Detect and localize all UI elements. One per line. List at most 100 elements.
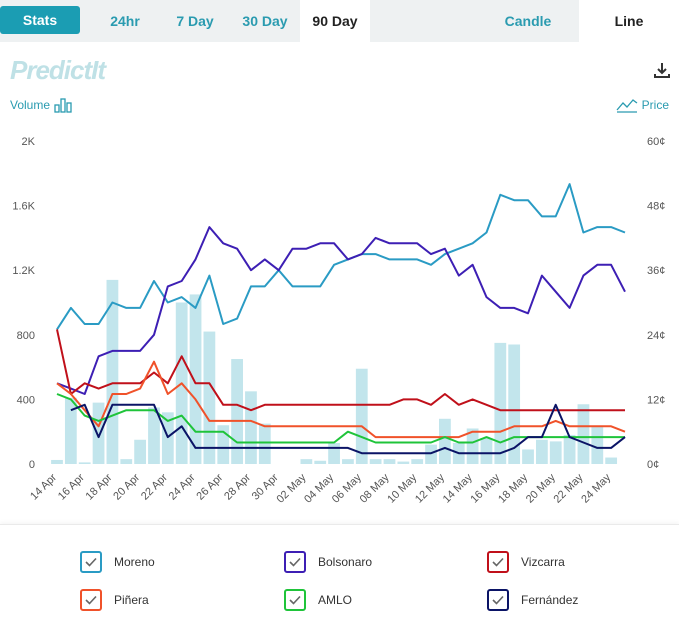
volume-bar — [148, 407, 160, 464]
volume-bar — [563, 434, 576, 464]
series-line-moreno — [56, 183, 626, 330]
volume-bar — [328, 443, 340, 464]
tab-stats[interactable]: Stats — [0, 6, 80, 34]
volume-bar — [369, 459, 382, 464]
volume-bar — [300, 459, 313, 464]
volume-bar — [314, 460, 327, 464]
legend-item[interactable]: AMLO — [284, 589, 352, 611]
volume-bar — [480, 438, 493, 464]
checkbox-check-icon[interactable] — [80, 589, 102, 611]
legend-item[interactable]: Vizcarra — [487, 551, 565, 573]
x-tick-label: 10 May — [385, 471, 419, 505]
x-tick-label: 16 May — [468, 471, 502, 505]
y-right-tick-label: 60¢ — [647, 136, 665, 148]
x-tick-label: 16 Apr — [56, 471, 87, 502]
volume-bar — [439, 418, 451, 464]
line-chart-icon — [616, 99, 638, 113]
y-left-tick-label: 2K — [22, 136, 36, 148]
bar-chart-icon — [54, 98, 72, 113]
checkbox-check-icon[interactable] — [284, 551, 306, 573]
x-tick-label: 14 Apr — [28, 471, 59, 502]
y-left-tick-label: 1.6K — [12, 201, 35, 213]
volume-label: Volume — [10, 98, 51, 112]
x-tick-label: 28 Apr — [222, 471, 253, 502]
volume-bar — [355, 368, 368, 464]
x-tick-label: 24 May — [579, 471, 613, 505]
x-tick-label: 26 Apr — [194, 471, 225, 502]
volume-bar — [494, 342, 507, 464]
x-tick-label: 04 May — [302, 471, 336, 505]
checkbox-check-icon[interactable] — [487, 551, 509, 573]
volume-bar — [217, 425, 230, 464]
price-label: Price — [641, 98, 669, 112]
volume-bar — [258, 423, 271, 464]
legend-label: Fernández — [521, 593, 579, 607]
y-left-tick-label: 0 — [29, 459, 35, 471]
legend-label: Piñera — [114, 593, 149, 607]
tab-line[interactable]: Line — [579, 0, 679, 42]
legend-item[interactable]: Bolsonaro — [284, 551, 372, 573]
volume-bar — [78, 462, 91, 464]
tab-24hr[interactable]: 24hr — [110, 13, 140, 29]
checkbox-check-icon[interactable] — [284, 589, 306, 611]
volume-bar — [231, 359, 243, 464]
tab-90-day[interactable]: 90 Day — [300, 0, 370, 42]
predictit-logo: PredictIt — [10, 55, 106, 85]
volume-bar — [161, 412, 174, 464]
y-left-tick-label: 400 — [17, 394, 35, 406]
tab-7-day[interactable]: 7 Day — [176, 13, 214, 29]
volume-bar — [383, 459, 396, 464]
legend-item[interactable]: Fernández — [487, 589, 578, 611]
y-right-tick-label: 48¢ — [647, 201, 665, 213]
y-right-tick-label: 12¢ — [647, 394, 665, 406]
x-tick-label: 06 May — [330, 471, 364, 505]
y-right-tick-label: 0¢ — [647, 459, 659, 471]
volume-bar — [411, 459, 424, 464]
series-line-bolsonaro — [56, 226, 626, 395]
volume-bar — [92, 402, 105, 464]
volume-bar — [106, 279, 119, 464]
x-tick-label: 24 Apr — [167, 471, 198, 502]
series-line-fernandez — [70, 403, 626, 455]
price-volume-chart: 0 400 800 1.2K 1.6K 2K 0¢ 12¢ 24¢ 36¢ 48¢ 60¢ 14 Apr… — [12, 136, 665, 506]
volume-bar — [591, 426, 604, 464]
volume-bar — [134, 439, 147, 464]
volume-bar — [535, 439, 548, 464]
volume-bar — [425, 444, 437, 464]
x-tick-label: 12 May — [413, 471, 447, 505]
x-tick-label: 14 May — [441, 471, 475, 505]
x-tick-label: 08 May — [358, 471, 392, 505]
checkbox-check-icon[interactable] — [80, 551, 102, 573]
legend-item[interactable]: Piñera — [80, 589, 149, 611]
y-left-tick-label: 1.2K — [12, 265, 35, 277]
volume-toggle[interactable]: Volume — [10, 97, 74, 113]
tab-30-day[interactable]: 30 Day — [242, 13, 288, 29]
volume-bar — [397, 461, 410, 464]
legend-label: Moreno — [114, 555, 155, 569]
download-icon[interactable] — [652, 60, 672, 80]
y-right-tick-label: 36¢ — [647, 265, 665, 277]
price-toggle[interactable]: Price — [616, 97, 669, 113]
volume-bar — [549, 441, 562, 464]
series-line-amlo — [56, 393, 625, 444]
checkbox-check-icon[interactable] — [487, 589, 509, 611]
series-line-vizcarra — [56, 329, 625, 412]
volume-bar — [64, 397, 77, 464]
volume-bar — [203, 331, 216, 464]
legend-label: Vizcarra — [521, 555, 565, 569]
tab-candle[interactable]: Candle — [504, 13, 552, 29]
legend-label: AMLO — [318, 593, 353, 607]
x-tick-label: 02 May — [274, 471, 308, 505]
legend-item[interactable]: Moreno — [80, 551, 155, 573]
volume-bar — [245, 391, 257, 464]
range-tab-bar: Stats 24hr 7 Day 30 Day 90 Day Candle Li… — [0, 0, 679, 42]
x-tick-label: 18 Apr — [84, 471, 115, 502]
volume-bar — [51, 459, 63, 464]
legend-panel: Moreno Bolsonaro Vizcarra Piñera AMLO Fernánd… — [0, 524, 679, 624]
volume-bar — [508, 344, 521, 464]
x-tick-label: 22 Apr — [139, 471, 170, 502]
x-tick-label: 22 May — [552, 471, 586, 505]
x-tick-label: 20 May — [524, 471, 558, 505]
series-line-pinera — [56, 360, 626, 439]
volume-bar — [522, 449, 534, 464]
